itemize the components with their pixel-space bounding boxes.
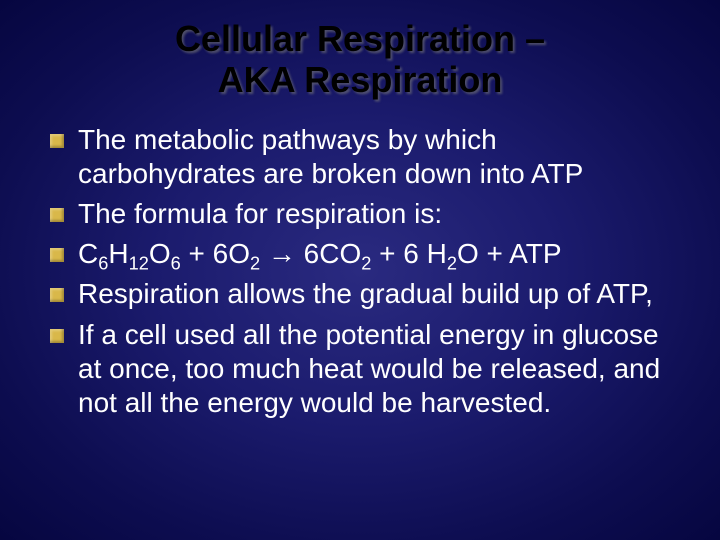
bullet-text-formula: C6H12O6 + 6O2 → 6CO2 + 6 H2O + ATP	[78, 237, 562, 271]
title-line-2: AKA Respiration	[218, 59, 503, 100]
square-bullet-icon	[50, 248, 64, 262]
bullet-text: If a cell used all the potential energy …	[78, 318, 680, 420]
square-bullet-icon	[50, 134, 64, 148]
list-item: If a cell used all the potential energy …	[50, 318, 680, 420]
slide: Cellular Respiration – AKA Respiration T…	[0, 0, 720, 540]
slide-title: Cellular Respiration – AKA Respiration	[40, 18, 680, 101]
title-line-1: Cellular Respiration –	[175, 18, 545, 59]
square-bullet-icon	[50, 208, 64, 222]
list-item: Respiration allows the gradual build up …	[50, 277, 680, 311]
list-item: The metabolic pathways by which carbohyd…	[50, 123, 680, 191]
list-item: C6H12O6 + 6O2 → 6CO2 + 6 H2O + ATP	[50, 237, 680, 271]
bullet-text: Respiration allows the gradual build up …	[78, 277, 653, 311]
bullet-list: The metabolic pathways by which carbohyd…	[40, 123, 680, 420]
bullet-text: The metabolic pathways by which carbohyd…	[78, 123, 680, 191]
bullet-text: The formula for respiration is:	[78, 197, 442, 231]
list-item: The formula for respiration is:	[50, 197, 680, 231]
square-bullet-icon	[50, 288, 64, 302]
square-bullet-icon	[50, 329, 64, 343]
